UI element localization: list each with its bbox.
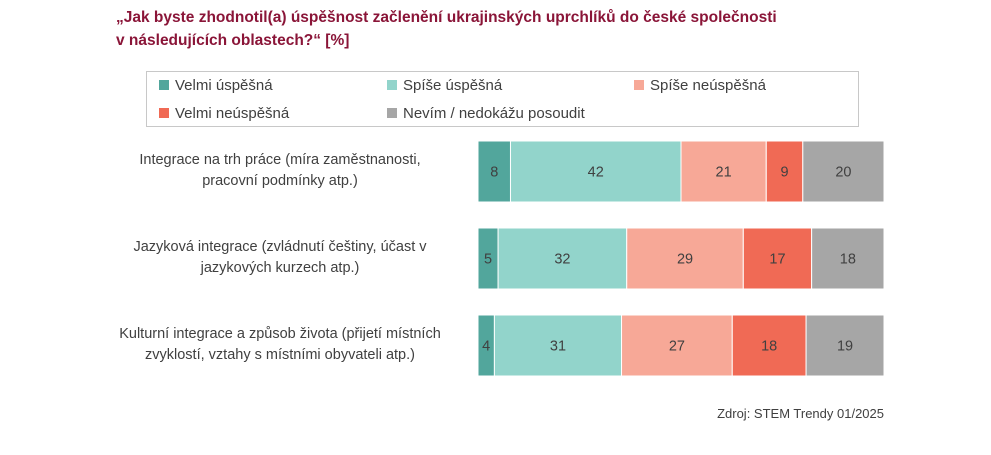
legend-label: Velmi úspěšná: [175, 77, 273, 94]
bar-value-label: 9: [780, 165, 788, 181]
bar-segment: [802, 140, 885, 203]
category-label-trh-prace: Integrace na trh práce (míra zaměstnanos…: [90, 150, 470, 192]
bar-value-label: 20: [835, 165, 851, 181]
bar-value-label: 5: [484, 252, 492, 268]
bar-value-label: 27: [669, 339, 685, 355]
legend-label: Spíše úspěšná: [403, 77, 503, 94]
legend-swatch: [387, 80, 397, 90]
bar-value-label: 32: [554, 252, 570, 268]
source-note: Zdroj: STEM Trendy 01/2025: [717, 406, 884, 421]
bar-segment: [805, 314, 885, 377]
bar-segment: [680, 140, 767, 203]
category-label-line: pracovní podmínky atp.): [202, 173, 358, 189]
chart-title: „Jak byste zhodnotil(a) úspěšnost začlen…: [116, 6, 876, 52]
legend-item-velmi-neuspesna: Velmi neúspěšná: [159, 105, 289, 123]
bar-segment: [621, 314, 733, 377]
bar-segment: [477, 140, 511, 203]
category-label-line: Jazyková integrace (zvládnutí češtiny, ú…: [133, 239, 427, 255]
category-label-line: Kulturní integrace a způsob života (přij…: [119, 326, 441, 342]
category-label-kulturni: Kulturní integrace a způsob života (přij…: [90, 324, 470, 366]
legend-swatch: [159, 80, 169, 90]
bar-segment: [731, 314, 807, 377]
legend-label: Nevím / nedokážu posoudit: [403, 105, 585, 122]
bar-segment: [497, 227, 628, 290]
legend-swatch: [387, 108, 397, 118]
legend: Velmi úspěšná Spíše úspěšná Spíše neúspě…: [146, 71, 859, 127]
legend-swatch: [159, 108, 169, 118]
category-label-line: Integrace na trh práce (míra zaměstnanos…: [139, 152, 421, 168]
chart-title-line-1: „Jak byste zhodnotil(a) úspěšnost začlen…: [116, 9, 777, 26]
bar-value-label: 17: [769, 252, 785, 268]
bar-value-label: 31: [550, 339, 566, 355]
bar-value-label: 21: [716, 165, 732, 181]
bar-value-label: 8: [490, 165, 498, 181]
bar-segment: [626, 227, 744, 290]
bar-value-label: 4: [482, 339, 490, 355]
bar-value-label: 18: [840, 252, 856, 268]
chart-title-line-2: v následujících oblastech?“ [%]: [116, 32, 350, 49]
category-label-line: jazykových kurzech atp.): [200, 260, 360, 276]
bar-segment: [742, 227, 813, 290]
bar-segment: [765, 140, 804, 203]
legend-label: Velmi neúspěšná: [175, 105, 290, 122]
bar-segment: [493, 314, 623, 377]
bar-value-label: 42: [588, 165, 604, 181]
legend-swatch: [634, 80, 644, 90]
category-label-jazykova: Jazyková integrace (zvládnutí češtiny, ú…: [90, 237, 470, 279]
legend-item-velmi-uspesna: Velmi úspěšná: [159, 77, 273, 95]
legend-item-spise-neuspesna: Spíše neúspěšná: [634, 77, 766, 95]
bar-segment: [509, 140, 682, 203]
legend-label: Spíše neúspěšná: [650, 77, 766, 94]
bar-value-label: 18: [761, 339, 777, 355]
legend-item-nevim: Nevím / nedokážu posoudit: [387, 105, 585, 123]
bar-segment: [811, 227, 885, 290]
category-label-line: zvyklostí, vztahy s místními obyvateli a…: [145, 347, 415, 363]
legend-item-spise-uspesna: Spíše úspěšná: [387, 77, 502, 95]
bar-value-label: 29: [677, 252, 693, 268]
bar-value-label: 19: [837, 339, 853, 355]
